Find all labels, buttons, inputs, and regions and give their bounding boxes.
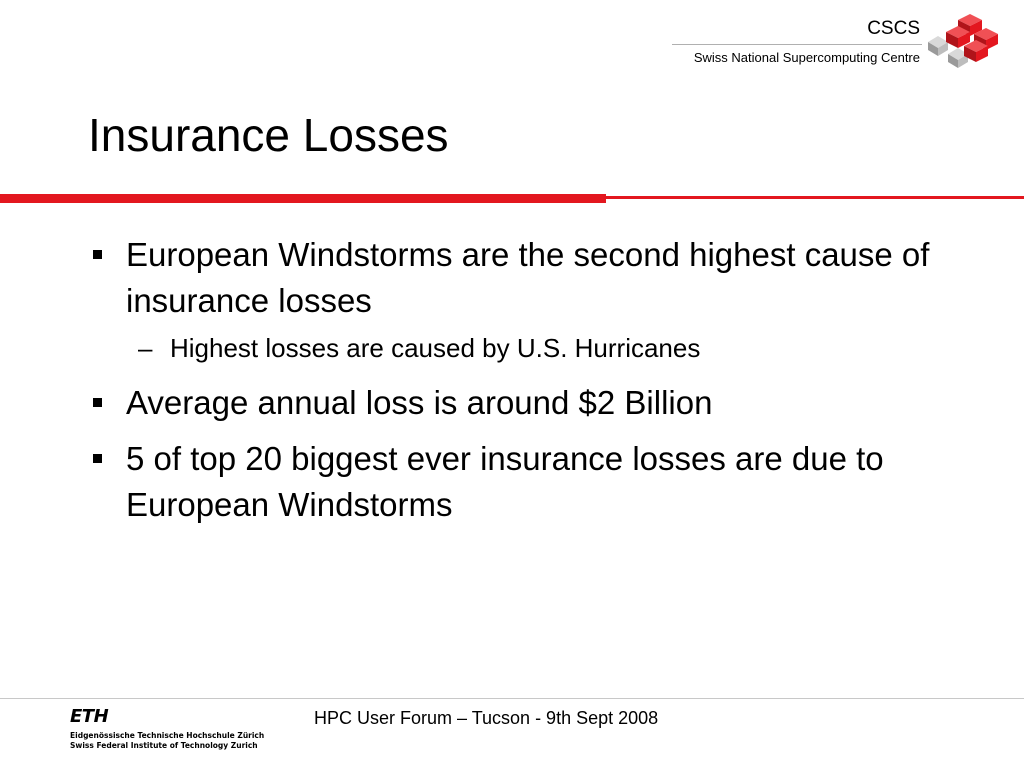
bullet-item: European Windstorms are the second highe…	[88, 232, 968, 324]
bullet-list: European Windstorms are the second highe…	[88, 232, 968, 538]
bullet-text: European Windstorms are the second highe…	[126, 236, 930, 319]
square-bullet-icon	[93, 398, 102, 407]
bullet-item: 5 of top 20 biggest ever insurance losse…	[88, 436, 968, 528]
logo-cube-grey-bottom	[948, 48, 968, 68]
org-header: CSCS	[867, 18, 920, 40]
square-bullet-icon	[93, 250, 102, 259]
eth-logo: ETH	[70, 706, 109, 727]
title-underline-thin	[606, 196, 1024, 199]
dash-bullet-icon: –	[138, 333, 153, 363]
bullet-item: Average annual loss is around $2 Billion	[88, 380, 968, 426]
eth-name-german: Eidgenössische Technische Hochschule Zür…	[70, 731, 265, 740]
bullet-text: Average annual loss is around $2 Billion	[126, 384, 713, 421]
logo-cube-red-bottom	[964, 40, 988, 62]
cscs-cubes-logo-icon	[928, 14, 998, 68]
org-full-name: Swiss National Supercomputing Centre	[693, 50, 920, 65]
footer-event-text: HPC User Forum – Tucson - 9th Sept 2008	[314, 708, 659, 728]
slide-title: Insurance Losses	[88, 109, 449, 161]
org-short-name: CSCS	[867, 18, 920, 39]
logo-cube-red-middle	[946, 26, 970, 48]
eth-name-english: Swiss Federal Institute of Technology Zu…	[70, 741, 258, 750]
sub-bullet-text: Highest losses are caused by U.S. Hurric…	[170, 333, 701, 363]
sub-bullet-item: – Highest losses are caused by U.S. Hurr…	[126, 330, 968, 366]
header-divider	[672, 44, 922, 45]
bullet-text: 5 of top 20 biggest ever insurance losse…	[126, 440, 884, 523]
eth-institution-block: ETH Eidgenössische Technische Hochschule…	[70, 708, 264, 751]
square-bullet-icon	[93, 454, 102, 463]
footer-divider	[0, 698, 1024, 699]
logo-cube-grey-left	[928, 36, 948, 56]
title-underline-thick	[0, 194, 606, 203]
